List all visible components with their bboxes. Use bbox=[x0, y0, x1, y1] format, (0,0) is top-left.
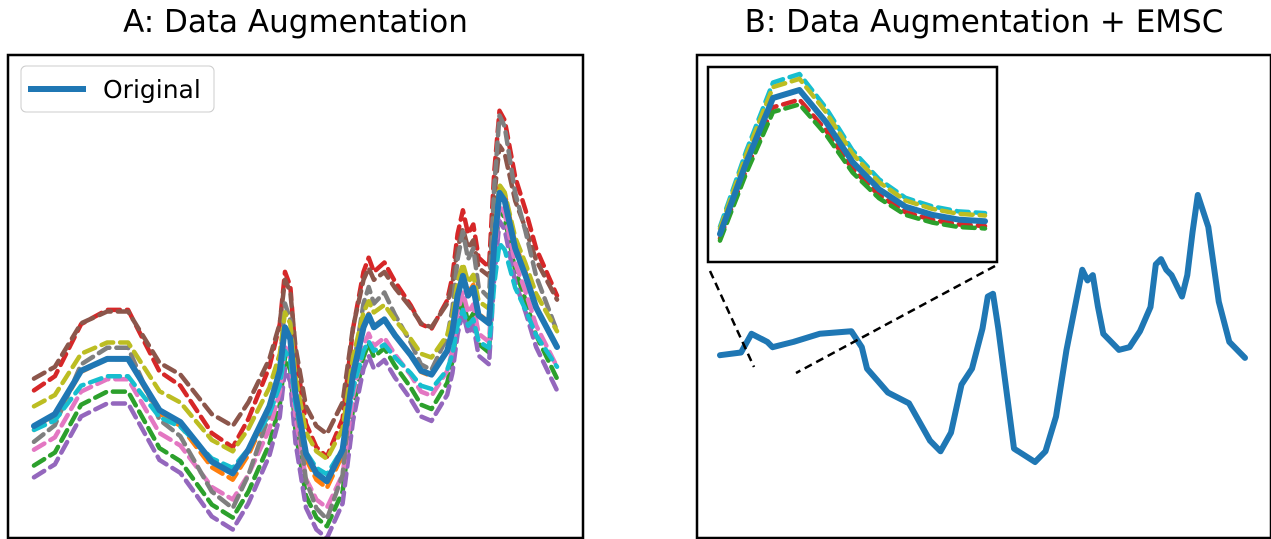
panel-a-title: A: Data Augmentation bbox=[123, 4, 468, 40]
inset-frame bbox=[706, 65, 999, 264]
inset-augmented-line bbox=[717, 76, 988, 232]
augmented-spectrum-line bbox=[31, 202, 560, 511]
augmented-spectrum-line bbox=[31, 218, 560, 539]
panel-b-title: B: Data Augmentation + EMSC bbox=[744, 4, 1224, 40]
inset-connector-left bbox=[708, 270, 756, 368]
augmented-spectrum-line bbox=[31, 108, 560, 460]
original-spectrum-line bbox=[31, 189, 560, 485]
augmented-spectrum-line bbox=[31, 143, 560, 437]
panel-a-frame bbox=[6, 53, 585, 539]
panel-a-plot bbox=[31, 108, 560, 539]
legend-box bbox=[20, 65, 215, 113]
inset-connector-right bbox=[795, 264, 996, 375]
panel-b-plot bbox=[717, 192, 1248, 465]
inset-plot bbox=[717, 71, 988, 243]
legend: Original bbox=[20, 65, 215, 113]
panel-b-frame bbox=[695, 53, 1271, 539]
inset-zoom bbox=[706, 65, 999, 264]
inset-augmented-line bbox=[717, 102, 988, 243]
corrected-spectrum-line bbox=[717, 192, 1248, 465]
augmented-spectrum-line bbox=[31, 113, 560, 522]
legend-label: Original bbox=[103, 75, 201, 104]
inset-original-line bbox=[717, 87, 988, 237]
